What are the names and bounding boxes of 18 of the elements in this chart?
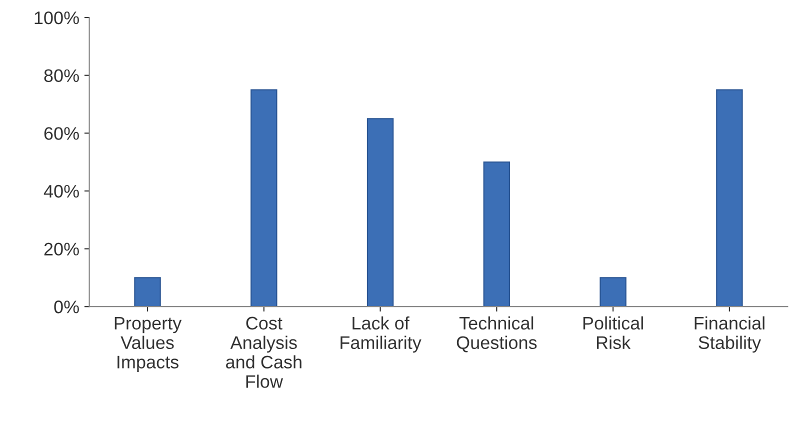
x-tick-label: Financial Stability [694,316,764,353]
y-tick-label: 100% [34,11,79,24]
bar [483,162,510,307]
x-tick-label: Political Risk [583,316,643,350]
bar [250,89,278,307]
y-tick-label: 60% [44,127,79,140]
y-tick-label: 80% [44,69,79,82]
x-tick-label: Technical Questions [456,316,537,352]
bar [134,277,161,307]
x-tick-label: Lack of Familiarity [340,316,422,353]
y-tick-label: 0% [54,300,79,314]
bar [716,89,743,307]
x-tick-label: Cost Analysis and Cash Flow [226,316,302,388]
y-tick-label: 40% [44,184,79,198]
bar [366,118,394,307]
bar [600,277,626,307]
x-tick-label: Property Values Impacts [114,316,182,372]
y-tick-label: 20% [44,242,79,256]
